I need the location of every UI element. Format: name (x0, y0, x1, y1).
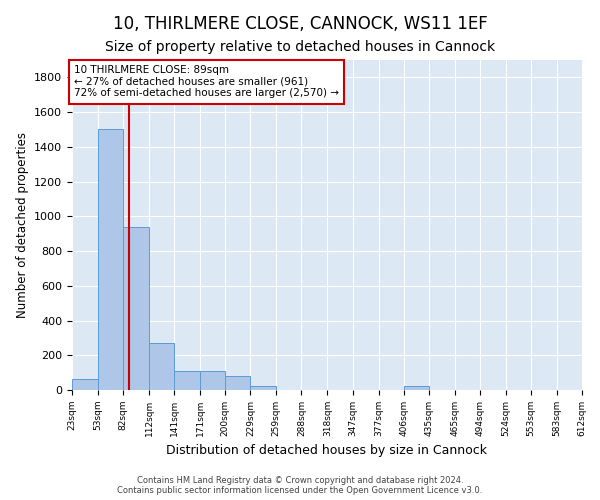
Bar (174, 371, 200, 390)
Bar (123, 226, 149, 390)
Bar (225, 376, 250, 390)
Text: 10 THIRLMERE CLOSE: 89sqm
← 27% of detached houses are smaller (961)
72% of semi: 10 THIRLMERE CLOSE: 89sqm ← 27% of detac… (74, 65, 339, 98)
Text: 10, THIRLMERE CLOSE, CANNOCK, WS11 1EF: 10, THIRLMERE CLOSE, CANNOCK, WS11 1EF (113, 15, 487, 33)
Bar (98, 130, 123, 390)
Bar (72, 378, 98, 390)
Y-axis label: Number of detached properties: Number of detached properties (16, 132, 29, 318)
Bar (149, 343, 174, 390)
Bar (404, 386, 429, 390)
X-axis label: Distribution of detached houses by size in Cannock: Distribution of detached houses by size … (167, 444, 487, 458)
Text: Contains HM Land Registry data © Crown copyright and database right 2024.
Contai: Contains HM Land Registry data © Crown c… (118, 476, 482, 495)
Bar (250, 386, 277, 390)
Bar (200, 371, 225, 390)
Text: Size of property relative to detached houses in Cannock: Size of property relative to detached ho… (105, 40, 495, 54)
